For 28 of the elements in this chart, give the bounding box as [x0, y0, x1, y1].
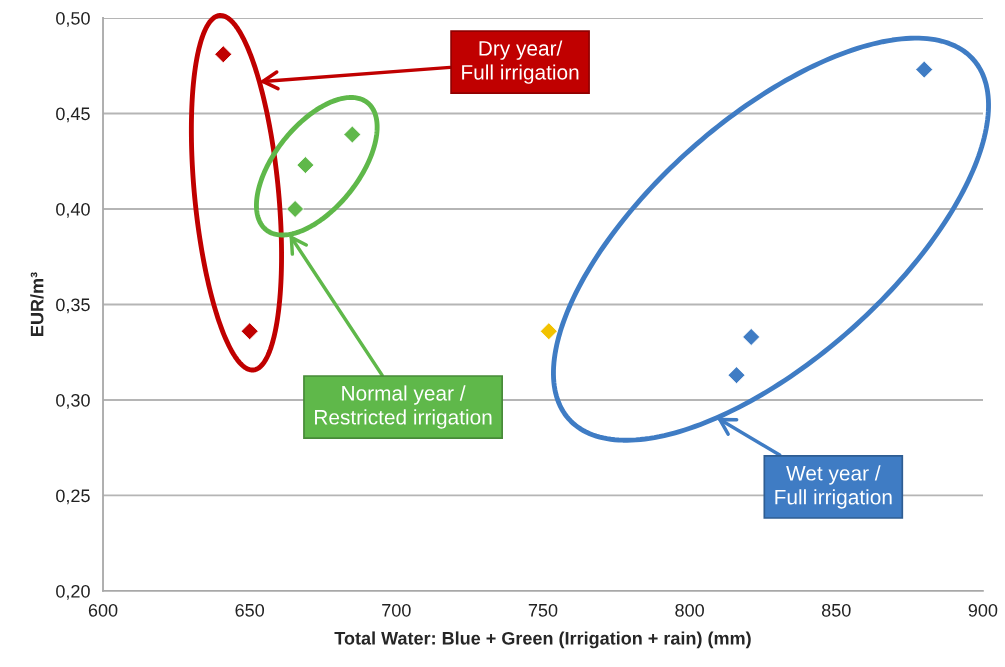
text: Wet year / Full irrigation	[775, 465, 892, 509]
x-tick-label: 900	[968, 603, 998, 617]
x-tick-label: 700	[382, 603, 411, 617]
y-tick-label: 0,25	[56, 489, 90, 505]
point	[214, 45, 233, 64]
x-axis-title: Total Water: Blue + Green (Irrigation + rain) (mm)	[334, 631, 751, 649]
x-tick-label: 650	[235, 603, 265, 617]
x-tick-label: 750	[528, 603, 558, 617]
text: Dry year/ Full irrigation	[462, 40, 579, 84]
point	[915, 60, 934, 79]
point	[742, 328, 761, 346]
point	[296, 156, 315, 174]
y-tick-label: 0,30	[56, 393, 90, 409]
y-tick-label: 0,40	[56, 202, 90, 218]
point	[343, 125, 362, 144]
point	[286, 200, 305, 218]
x-tick-label: 800	[675, 603, 704, 617]
text: Normal year / Restricted irrigation	[315, 385, 492, 429]
y-tick-label: 0,20	[56, 584, 90, 600]
point	[539, 322, 558, 341]
y-tick-label: 0,50	[56, 11, 90, 27]
x-tick-label: 850	[821, 603, 851, 617]
point	[727, 366, 746, 385]
y-tick-label: 0,35	[56, 298, 90, 314]
point	[240, 322, 259, 341]
y-axis-title: EUR/m³	[30, 272, 44, 336]
x-tick-label: 600	[88, 603, 118, 617]
y-tick-label: 0,45	[56, 107, 90, 123]
